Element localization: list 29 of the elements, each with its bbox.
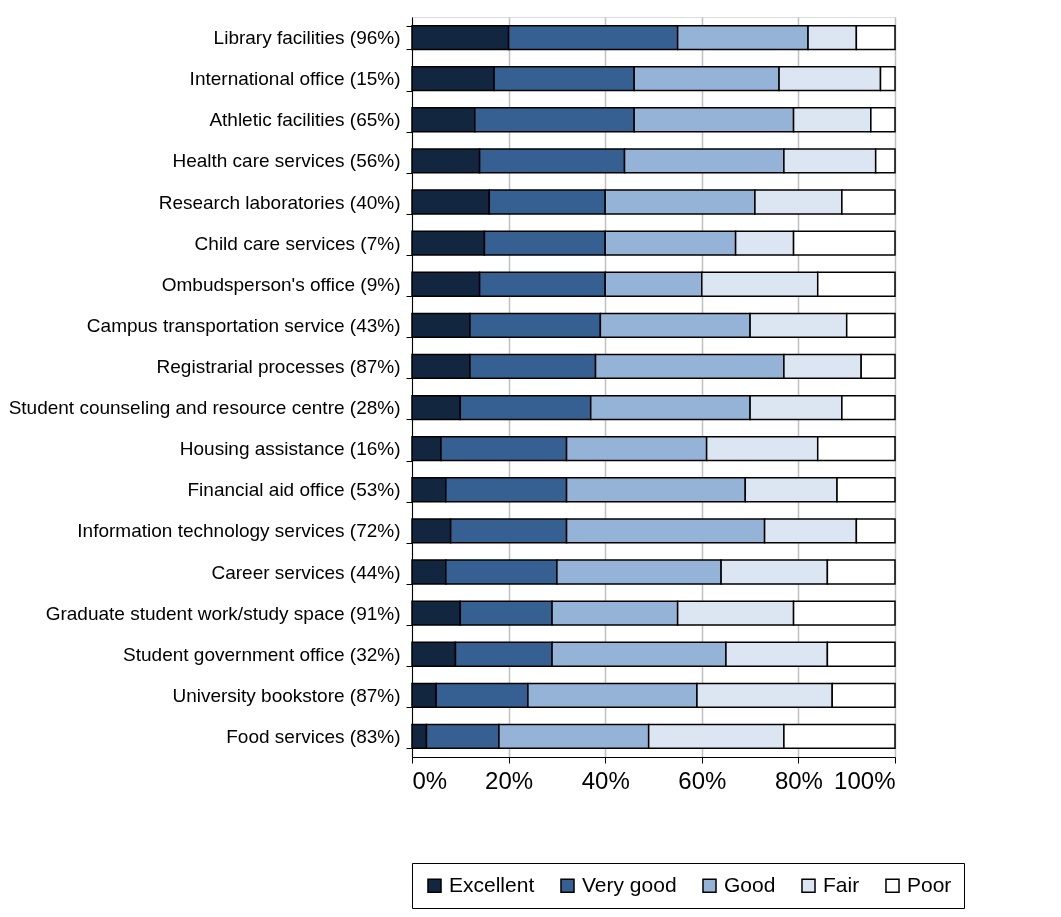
x-tick-label: 80%: [774, 766, 823, 794]
y-tick-label: Athletic facilities (65%): [209, 109, 401, 131]
y-tick-label: Ombudsperson's office (9%): [161, 273, 401, 295]
y-tick-label: University bookstore (87%): [172, 684, 401, 706]
y-tick-label: Health care services (56%): [172, 150, 401, 172]
legend-label: Very good: [582, 872, 677, 896]
y-tick-label: Student government office (32%): [123, 643, 401, 665]
y-tick-label: Registrarial processes (87%): [156, 355, 401, 377]
x-tick-label: 40%: [581, 766, 630, 794]
y-tick-label: Student counseling and resource centre (28%): [8, 397, 401, 419]
x-tick-label: 0%: [412, 766, 448, 794]
y-tick-label: Information technology services (72%): [77, 520, 401, 542]
y-tick-label: Food services (83%): [226, 725, 401, 747]
legend-label: Excellent: [449, 872, 535, 896]
y-tick-label: Career services (44%): [211, 561, 401, 583]
x-tick-label: 60%: [678, 766, 727, 794]
legend-label: Good: [724, 872, 776, 896]
y-tick-label: International office (15%): [189, 68, 401, 90]
y-tick-label: Library facilities (96%): [213, 27, 401, 49]
y-tick-label: Housing assistance (16%): [179, 438, 401, 460]
legend-label: Poor: [907, 872, 952, 896]
legend-label: Fair: [823, 872, 860, 896]
y-tick-label: Child care services (7%): [194, 232, 401, 254]
x-tick-label: 20%: [485, 766, 534, 794]
y-tick-label: Graduate student work/study space (91%): [45, 602, 401, 624]
x-tick-label: 100%: [834, 766, 896, 794]
y-tick-label: Campus transportation service (43%): [86, 314, 401, 336]
y-tick-label: Financial aid office (53%): [187, 479, 401, 501]
y-tick-label: Research laboratories (40%): [158, 191, 401, 213]
